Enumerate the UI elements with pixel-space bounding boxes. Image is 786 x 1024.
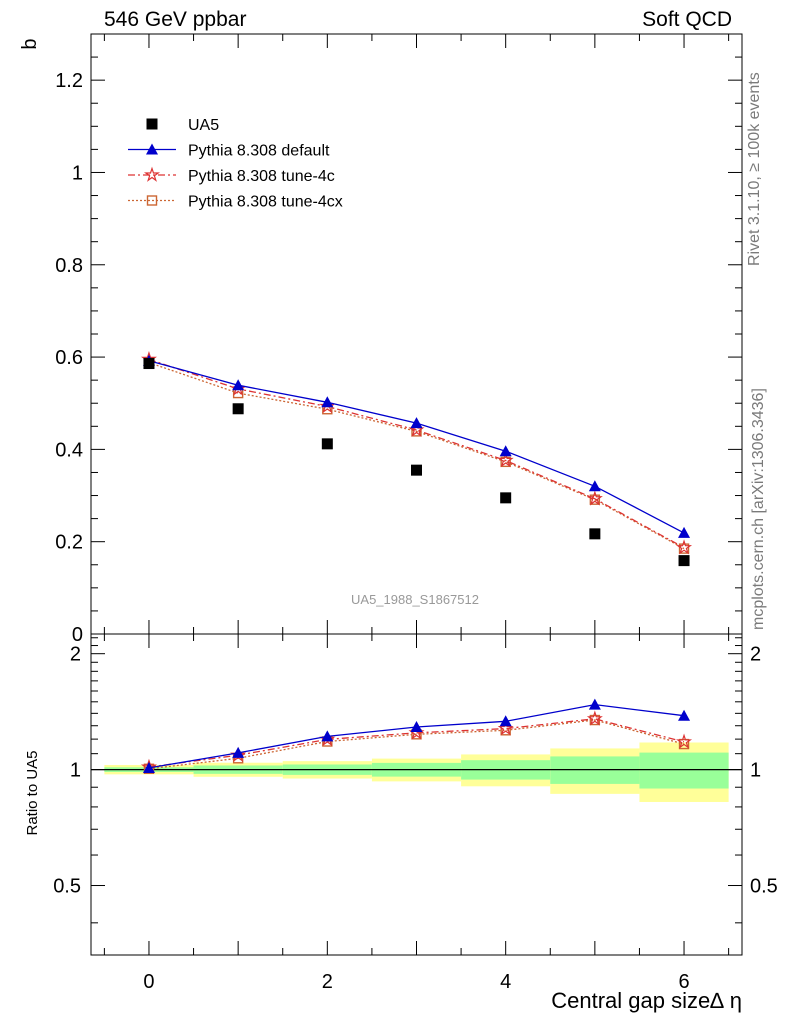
data-point: [143, 358, 155, 370]
data-point: [232, 403, 244, 415]
ratio-data-point: [499, 715, 512, 727]
header-left-title: 546 GeV ppbar: [104, 8, 247, 31]
legend-marker: [146, 195, 158, 206]
y-tick-label: 0.6: [55, 347, 83, 369]
x-tick-label: 0: [143, 971, 154, 993]
series-line: [148, 361, 685, 550]
y-tick-label: 1: [72, 162, 83, 184]
main-panel-axes: 0 0.2 0.4 0.6 0.8 1 1.2: [55, 33, 742, 646]
legend-label: Pythia 8.308 tune-4c: [188, 168, 335, 185]
ratio-data-point: [588, 698, 601, 710]
data-point: [676, 539, 693, 555]
legend-marker: [146, 118, 158, 130]
x-tick-label: 6: [678, 971, 689, 993]
legend-label: UA5: [188, 117, 219, 134]
ratio-y-tick-label-right: 1: [750, 760, 761, 782]
y-tick-label: 0.4: [55, 439, 83, 461]
ratio-panel-series: [140, 698, 693, 774]
data-point: [411, 464, 422, 476]
data-point: [678, 543, 690, 554]
stat-band-bin: [639, 752, 729, 789]
ratio-data-point: [142, 761, 155, 773]
ratio-data-point: [497, 720, 514, 736]
data-point: [499, 445, 512, 457]
ratio-data-point: [586, 710, 603, 726]
ratio-data-point: [321, 730, 334, 742]
x-tick-label: 2: [322, 971, 333, 993]
data-point: [319, 398, 336, 414]
ratio-y-tick-label-right: 2: [750, 644, 761, 666]
y-tick-label: 0: [72, 624, 83, 646]
series-line: [148, 358, 685, 549]
data-point: [589, 528, 601, 540]
ratio-data-point: [678, 738, 690, 750]
data-point: [321, 396, 334, 408]
data-point: [588, 480, 601, 492]
analysis-annotation: UA5_1988_S1867512: [351, 592, 479, 607]
ratio-data-point: [676, 733, 693, 749]
ratio-panel-axes: 0.5 0.5 1 1 2 2 0 2 4 6: [53, 634, 778, 993]
ratio-data-point: [410, 721, 423, 733]
y-tick-label: 1.2: [55, 70, 83, 92]
data-point: [678, 526, 691, 538]
ratio-y-axis-label: Ratio to UA5: [24, 750, 41, 835]
main-panel-series: [140, 350, 693, 567]
ratio-y-tick-label: 0.5: [53, 876, 81, 898]
legend-label: Pythia 8.308 default: [188, 143, 330, 160]
data-point: [321, 438, 333, 450]
series-line: [148, 360, 685, 534]
y-tick-label: 0.2: [55, 532, 83, 554]
ratio-data-point: [678, 709, 691, 721]
data-point: [230, 380, 247, 396]
header-right-title: Soft QCD: [642, 8, 732, 31]
data-point: [500, 492, 512, 504]
y-tick-label: 0.8: [55, 255, 83, 277]
legend-label: Pythia 8.308 tune-4cx: [188, 194, 343, 211]
x-tick-label: 4: [500, 971, 511, 993]
data-point: [410, 417, 423, 429]
ratio-y-tick-label-right: 0.5: [750, 876, 778, 898]
data-point: [589, 494, 601, 505]
data-point: [497, 452, 514, 468]
data-point: [586, 490, 603, 506]
ratio-y-tick-label: 2: [70, 644, 81, 666]
ratio-data-point: [232, 746, 245, 758]
main-y-axis-label: b: [19, 38, 41, 49]
legend-marker: [146, 143, 158, 155]
legend: UA5 Pythia 8.308 default Pythia 8.308 tune…: [128, 117, 343, 211]
legend-marker: [143, 166, 161, 182]
data-point: [678, 555, 690, 567]
ratio-y-tick-label: 1: [70, 760, 81, 782]
ratio-uncertainty-bands: [104, 742, 729, 802]
x-axis-label: Central gap size∆ η: [551, 988, 742, 1013]
data-point: [232, 379, 245, 391]
